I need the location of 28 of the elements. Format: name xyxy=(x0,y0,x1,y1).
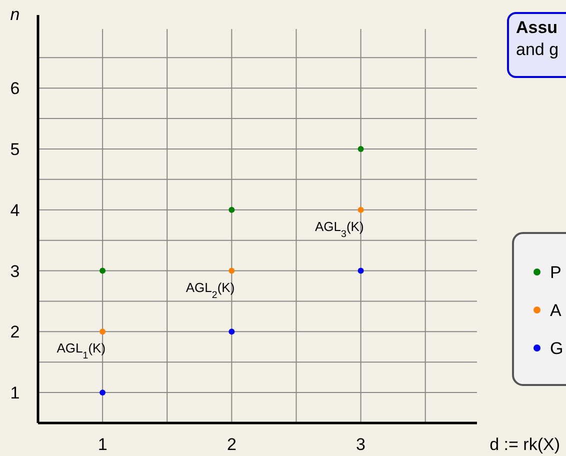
y-tick-label: 1 xyxy=(10,384,20,403)
x-axis-title: d := rk(X) xyxy=(490,435,560,454)
legend-label: G xyxy=(550,339,564,358)
x-tick-label: 2 xyxy=(226,435,236,454)
x-tick-label: 3 xyxy=(356,435,366,454)
annotation: AGL$_{2}$(K) xyxy=(186,280,235,300)
legend-label: A xyxy=(550,301,562,320)
annotation: AGL$_{3}$(K) xyxy=(314,218,364,240)
annotation: AGL$_{1}$(K) xyxy=(56,340,106,362)
point xyxy=(358,146,364,152)
point xyxy=(100,268,106,274)
y-tick-label: 5 xyxy=(10,140,20,159)
point xyxy=(228,328,235,335)
text: and g xyxy=(516,40,559,59)
y-tick-label: 6 xyxy=(10,79,20,98)
y-tick-label: 3 xyxy=(10,262,20,281)
y-tick-label: 4 xyxy=(10,200,20,220)
point xyxy=(228,206,235,213)
x-tick-label: 1 xyxy=(98,435,108,454)
point xyxy=(100,328,106,335)
y-axis-title: n xyxy=(10,5,20,24)
y-tick-label: 2 xyxy=(10,322,20,342)
point xyxy=(358,268,364,274)
point xyxy=(358,206,364,213)
text: Assu xyxy=(516,18,558,37)
point xyxy=(100,390,106,396)
legend-label: P xyxy=(550,263,562,282)
point xyxy=(228,268,235,274)
